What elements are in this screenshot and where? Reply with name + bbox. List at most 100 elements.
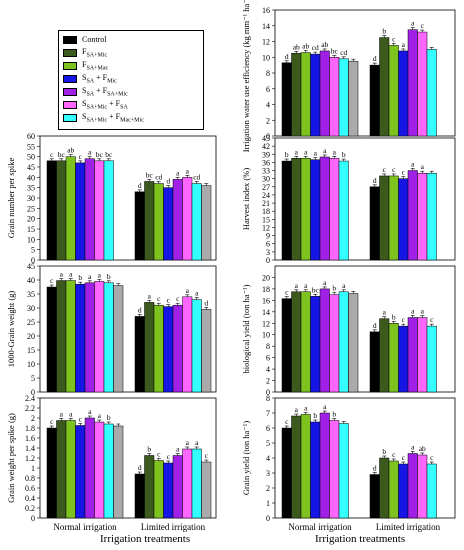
bar (310, 53, 321, 137)
significance-letter: c (79, 152, 83, 161)
y-tick-label: 10 (262, 331, 270, 340)
significance-letter: b (147, 445, 151, 454)
bar (310, 296, 321, 393)
significance-letter: a (304, 404, 308, 413)
bar (398, 325, 409, 393)
y-tick-label: 20 (27, 215, 35, 224)
y-tick-label: 0 (266, 256, 270, 265)
legend-swatch (63, 100, 77, 109)
significance-letter: a (295, 405, 299, 414)
significance-letter: c (167, 452, 171, 461)
bar (329, 158, 340, 261)
y-tick-label: 8 (266, 69, 270, 78)
significance-letter: c (157, 294, 161, 303)
legend-swatch (63, 113, 77, 122)
bar (46, 286, 57, 393)
significance-letter: a (411, 307, 415, 316)
significance-letter: c (157, 450, 161, 459)
bar (379, 175, 390, 261)
bar (163, 462, 174, 519)
legend-entry: SSA+Mic + FSA (63, 98, 199, 111)
y-tick-label: 6 (266, 354, 270, 363)
y-tick-label: 1.8 (25, 424, 35, 433)
bar (84, 158, 95, 261)
significance-letter: b (342, 150, 346, 159)
bar (163, 306, 174, 393)
significance-letter: bc (105, 150, 113, 159)
significance-letter: c (50, 276, 54, 285)
y-tick-label: 10 (27, 360, 35, 369)
significance-letter: ab (293, 42, 300, 51)
bar (191, 183, 202, 261)
significance-letter: c (167, 296, 171, 305)
y-tick-label: 21 (262, 199, 270, 208)
legend-entry: SSA + FMic (63, 72, 199, 85)
significance-letter: d (138, 305, 142, 314)
significance-letter: a (304, 281, 308, 290)
y-tick-label: 0 (266, 132, 270, 141)
significance-letter: a (98, 270, 102, 279)
bar (144, 181, 155, 261)
y-tick-label: 24 (262, 191, 270, 200)
x-axis-title-left: Irrigation treatments (100, 533, 191, 545)
significance-letter: a (421, 162, 425, 171)
bar (144, 302, 155, 393)
y-tick-label: 18 (262, 285, 270, 294)
significance-letter: c (402, 453, 406, 462)
significance-letter: c (421, 21, 425, 30)
y-tick-label: 4 (266, 454, 270, 463)
y-axis-label: 1000-Grain weight (g) (6, 291, 16, 368)
y-tick-label: 1.6 (25, 434, 35, 443)
significance-letter: a (323, 278, 327, 287)
bar (388, 323, 399, 393)
significance-letter: d (138, 463, 142, 472)
bar (182, 177, 193, 261)
bar (426, 325, 437, 393)
bar (398, 463, 409, 519)
significance-letter: c (392, 165, 396, 174)
significance-letter: b (285, 150, 289, 159)
bar (201, 461, 212, 519)
bar (281, 427, 292, 519)
y-tick-label: 15 (27, 346, 35, 355)
y-tick-label: 0 (31, 388, 35, 397)
legend-swatch (63, 74, 77, 83)
significance-letter: a (186, 286, 190, 295)
bar (191, 448, 202, 519)
bar (300, 414, 311, 519)
bar (172, 455, 183, 519)
significance-letter: c (79, 415, 83, 424)
bar (329, 57, 340, 137)
y-tick-label: 25 (27, 204, 35, 213)
bar (182, 296, 193, 393)
significance-letter: b (332, 410, 336, 419)
bar (329, 294, 340, 393)
bar (379, 318, 390, 393)
y-tick-label: 3 (266, 248, 270, 257)
bar (46, 427, 57, 519)
bar (191, 299, 202, 393)
bar (103, 423, 114, 519)
plot-frame (274, 137, 456, 261)
y-tick-label: 45 (262, 134, 270, 143)
bar (94, 160, 105, 261)
significance-letter: b (392, 312, 396, 321)
y-tick-label: 45 (27, 262, 35, 271)
y-tick-label: 2.2 (25, 404, 35, 413)
bar (417, 317, 428, 393)
significance-letter: c (50, 417, 54, 426)
significance-letter: c (50, 150, 54, 159)
significance-letter: bc (146, 170, 154, 179)
bar (153, 183, 164, 261)
bar (56, 420, 67, 519)
bar (103, 160, 114, 261)
bar (291, 415, 302, 519)
bar (369, 64, 380, 137)
bar (379, 457, 390, 519)
bar (153, 304, 164, 393)
y-tick-label: 5 (31, 374, 35, 383)
y-tick-label: 55 (27, 142, 35, 151)
y-tick-label: 8 (266, 342, 270, 351)
y-tick-label: 50 (27, 153, 35, 162)
